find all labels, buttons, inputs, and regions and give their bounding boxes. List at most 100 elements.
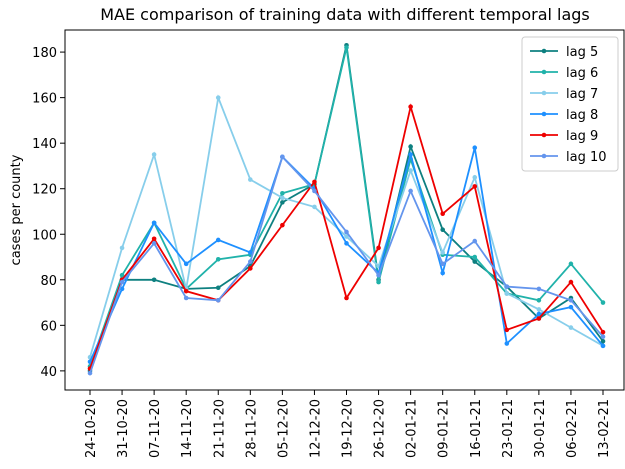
- point: [248, 259, 253, 264]
- point: [151, 241, 157, 246]
- point: [215, 285, 221, 291]
- point: [504, 284, 510, 289]
- point: [312, 204, 317, 210]
- point: [472, 145, 478, 151]
- y-tick-label: 120: [32, 183, 57, 198]
- x-tick-label: 02-01-21: [405, 399, 420, 458]
- y-tick-label: 140: [32, 137, 57, 152]
- chart-title: MAE comparison of training data with dif…: [100, 5, 590, 24]
- point: [151, 152, 157, 157]
- point: [536, 297, 542, 303]
- point: [183, 261, 189, 267]
- point: [568, 261, 574, 267]
- point: [215, 95, 221, 100]
- point: [280, 195, 285, 201]
- point: [376, 279, 381, 285]
- x-tick-label: 14-11-20: [180, 399, 195, 458]
- point: [376, 245, 381, 251]
- point: [248, 177, 253, 182]
- point: [215, 237, 221, 243]
- point: [600, 300, 606, 305]
- x-tick-label: 05-12-20: [276, 399, 291, 458]
- point: [440, 211, 445, 217]
- legend-label: lag 5: [566, 45, 598, 60]
- point: [408, 152, 413, 157]
- point: [344, 45, 349, 50]
- legend-marker: [541, 153, 547, 159]
- point: [600, 329, 606, 335]
- x-tick-label: 23-01-21: [501, 399, 516, 458]
- point: [568, 279, 574, 285]
- point: [280, 200, 285, 205]
- y-tick-label: 80: [40, 274, 57, 289]
- point: [568, 297, 574, 303]
- point: [344, 229, 349, 235]
- y-tick-label: 40: [40, 365, 57, 380]
- point: [151, 277, 157, 283]
- x-tick-label: 28-11-20: [244, 399, 259, 458]
- point: [215, 297, 221, 303]
- point: [504, 291, 510, 296]
- point: [440, 227, 445, 232]
- point: [215, 256, 221, 262]
- x-tick-label: 19-12-20: [341, 399, 356, 458]
- point: [536, 316, 542, 321]
- legend-marker: [541, 90, 547, 96]
- point: [600, 338, 606, 344]
- point: [280, 222, 285, 228]
- x-tick-label: 31-10-20: [116, 399, 131, 458]
- point: [536, 286, 542, 292]
- legend-label: lag 9: [566, 129, 598, 144]
- point: [119, 279, 125, 285]
- legend-label: lag 10: [566, 150, 607, 165]
- point: [504, 341, 510, 346]
- point: [408, 168, 413, 173]
- y-axis-label: cases per county: [9, 154, 24, 265]
- legend-marker: [541, 69, 547, 75]
- point: [248, 266, 253, 271]
- y-tick-label: 160: [32, 92, 57, 107]
- point: [280, 154, 285, 160]
- point: [87, 370, 93, 376]
- legend-marker: [541, 48, 547, 54]
- x-tick-label: 24-10-20: [84, 399, 99, 458]
- point: [440, 250, 445, 255]
- x-tick-label: 13-02-21: [597, 399, 612, 458]
- point: [536, 307, 542, 312]
- series-line: [89, 155, 604, 374]
- point: [344, 241, 349, 246]
- point: [408, 144, 413, 149]
- point: [408, 188, 413, 194]
- point: [312, 188, 317, 194]
- series-line: [89, 147, 604, 363]
- point: [472, 238, 478, 244]
- legend-marker: [541, 111, 547, 117]
- point: [600, 334, 606, 340]
- point: [344, 234, 349, 239]
- point: [151, 220, 157, 226]
- x-tick-label: 12-12-20: [308, 399, 323, 458]
- y-tick-label: 180: [32, 46, 57, 61]
- point: [568, 325, 574, 330]
- point: [119, 272, 125, 278]
- point: [408, 104, 413, 110]
- point: [600, 343, 606, 349]
- x-tick-label: 16-01-21: [469, 399, 484, 458]
- point: [151, 236, 157, 242]
- legend-label: lag 7: [566, 87, 598, 102]
- point: [119, 245, 125, 251]
- point: [183, 295, 189, 301]
- point: [568, 304, 574, 310]
- legend-label: lag 6: [566, 66, 598, 81]
- point: [248, 250, 253, 255]
- x-tick-label: 06-02-21: [565, 399, 580, 458]
- point: [376, 272, 381, 278]
- y-tick-label: 100: [32, 228, 57, 243]
- point: [312, 179, 317, 185]
- x-tick-label: 09-01-21: [437, 399, 452, 458]
- y-tick-label: 60: [40, 319, 57, 334]
- x-tick-label: 07-11-20: [148, 399, 163, 458]
- x-tick-label: 26-12-20: [373, 399, 388, 458]
- x-tick-label: 30-01-21: [533, 399, 548, 458]
